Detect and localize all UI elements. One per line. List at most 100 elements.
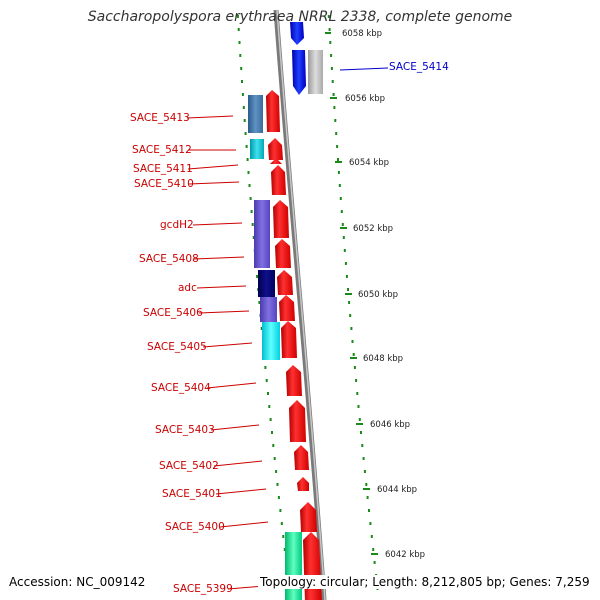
gene-label-sace5408[interactable]: SACE_5408 — [139, 253, 199, 265]
gene-label-sace5404[interactable]: SACE_5404 — [151, 382, 211, 394]
tick-dot — [327, 15, 330, 18]
tick-dot — [351, 340, 354, 343]
leader-line — [206, 382, 257, 389]
domain-sace5405 — [262, 322, 280, 360]
leader-line — [202, 342, 253, 348]
tick-dot — [241, 80, 243, 83]
gene-label-sace5410[interactable]: SACE_5410 — [134, 178, 194, 190]
tick-dot — [275, 470, 278, 473]
tick-dot — [344, 262, 347, 265]
gene-label-sace5400[interactable]: SACE_5400 — [165, 521, 225, 533]
tick-dot — [335, 132, 338, 135]
tick-dot — [343, 249, 346, 252]
gene-label-sace5399[interactable]: SACE_5399 — [173, 583, 233, 595]
tick-dot — [338, 184, 341, 187]
map-title: Saccharopolyspora erythraea NRRL 2338, c… — [87, 9, 513, 25]
tick-dot — [339, 197, 342, 200]
leader-line — [198, 310, 250, 314]
tick-dot — [272, 444, 275, 447]
leader-line — [186, 115, 234, 119]
gene-label-gcdh2[interactable]: gcdH2 — [160, 219, 194, 231]
gene-sace5413 — [266, 90, 280, 132]
tick-dot — [372, 548, 375, 551]
tick-dot — [279, 509, 282, 512]
leader-line — [213, 460, 263, 467]
gene-label-sace5405[interactable]: SACE_5405 — [147, 341, 207, 353]
gene-reverse-sace5414 — [292, 50, 306, 95]
tick-dot — [277, 496, 280, 499]
tick-dot — [268, 405, 271, 408]
gene-sace5405 — [281, 321, 297, 358]
tick-dot — [340, 210, 343, 213]
tick-dot — [258, 301, 261, 304]
tick-dot — [370, 535, 373, 538]
tick-dot — [333, 106, 336, 109]
leader-line — [193, 256, 245, 260]
tick-dot — [360, 431, 362, 434]
leader-line — [219, 521, 269, 528]
kbp-major-ticks — [325, 32, 378, 555]
kbp-tick-label: 6042 kbp — [385, 550, 425, 560]
gene-label-sace5401[interactable]: SACE_5401 — [162, 488, 222, 500]
gene-label-adc[interactable]: adc — [178, 282, 197, 294]
kbp-tick-label: 6048 kbp — [363, 354, 403, 364]
gene-sace5408 — [275, 239, 291, 268]
tick-dot — [334, 119, 337, 122]
leader-line — [215, 488, 267, 495]
tick-dot — [349, 314, 352, 317]
tick-dot — [276, 483, 279, 486]
topology-text: Topology: circular; Length: 8,212,805 bp… — [258, 575, 592, 589]
tick-dot — [238, 41, 241, 44]
tick-dot — [347, 288, 349, 291]
tick-dot — [348, 301, 351, 304]
tick-dot — [283, 548, 286, 551]
gene-label-sace5406[interactable]: SACE_5406 — [143, 307, 203, 319]
genome-backbone-highlight — [276, 9, 326, 600]
tick-dot — [337, 171, 340, 174]
tick-dot — [265, 379, 268, 382]
gene-reverse-top — [290, 22, 304, 45]
domain-sace5413 — [248, 95, 263, 133]
tick-dot — [244, 132, 247, 135]
tick-dot — [245, 145, 248, 148]
genome-backbone — [273, 9, 327, 600]
gene-labels: SACE_5414 SACE_5413 SACE_5412 SACE_5411 … — [130, 61, 449, 595]
leader-line — [210, 424, 260, 431]
leader-line — [187, 164, 239, 170]
gene-label-sace5411[interactable]: SACE_5411 — [133, 163, 193, 175]
gene-label-sace5403[interactable]: SACE_5403 — [155, 424, 215, 436]
tick-dot — [237, 28, 240, 31]
gene-label-sace5414[interactable]: SACE_5414 — [389, 61, 449, 73]
domain-adc — [258, 270, 275, 297]
gene-sace5406 — [279, 295, 295, 321]
gene-label-sace5402[interactable]: SACE_5402 — [159, 460, 219, 472]
gene-label-sace5413[interactable]: SACE_5413 — [130, 112, 190, 124]
tick-dot — [250, 210, 253, 213]
tick-dot — [236, 15, 239, 18]
tick-dot — [247, 171, 250, 174]
tick-dot — [256, 275, 259, 278]
tick-dot — [368, 509, 370, 512]
forward-genes — [266, 90, 322, 600]
tick-dot — [330, 54, 333, 57]
gene-grey-block — [308, 50, 323, 94]
tick-dot — [353, 366, 356, 369]
tick-dot — [273, 457, 276, 460]
gene-label-sace5412[interactable]: SACE_5412 — [132, 144, 192, 156]
tick-dot — [369, 522, 372, 525]
accession-text: Accession: NC_009142 — [7, 575, 148, 589]
tick-dot — [337, 158, 339, 161]
tick-dot — [242, 106, 245, 109]
domain-gcdh2 — [254, 200, 270, 268]
kbp-tick-label: 6050 kbp — [358, 290, 398, 300]
gene-sace5410 — [271, 165, 286, 195]
tick-dot — [239, 54, 242, 57]
tick-dot — [241, 93, 244, 96]
tick-dot — [350, 327, 353, 330]
gene-sace5411 — [270, 158, 282, 164]
tick-dot — [271, 431, 273, 434]
tick-dot — [362, 457, 365, 460]
tick-dot — [329, 41, 332, 44]
kbp-tick-label: 6056 kbp — [345, 94, 385, 104]
tick-dot — [249, 197, 252, 200]
